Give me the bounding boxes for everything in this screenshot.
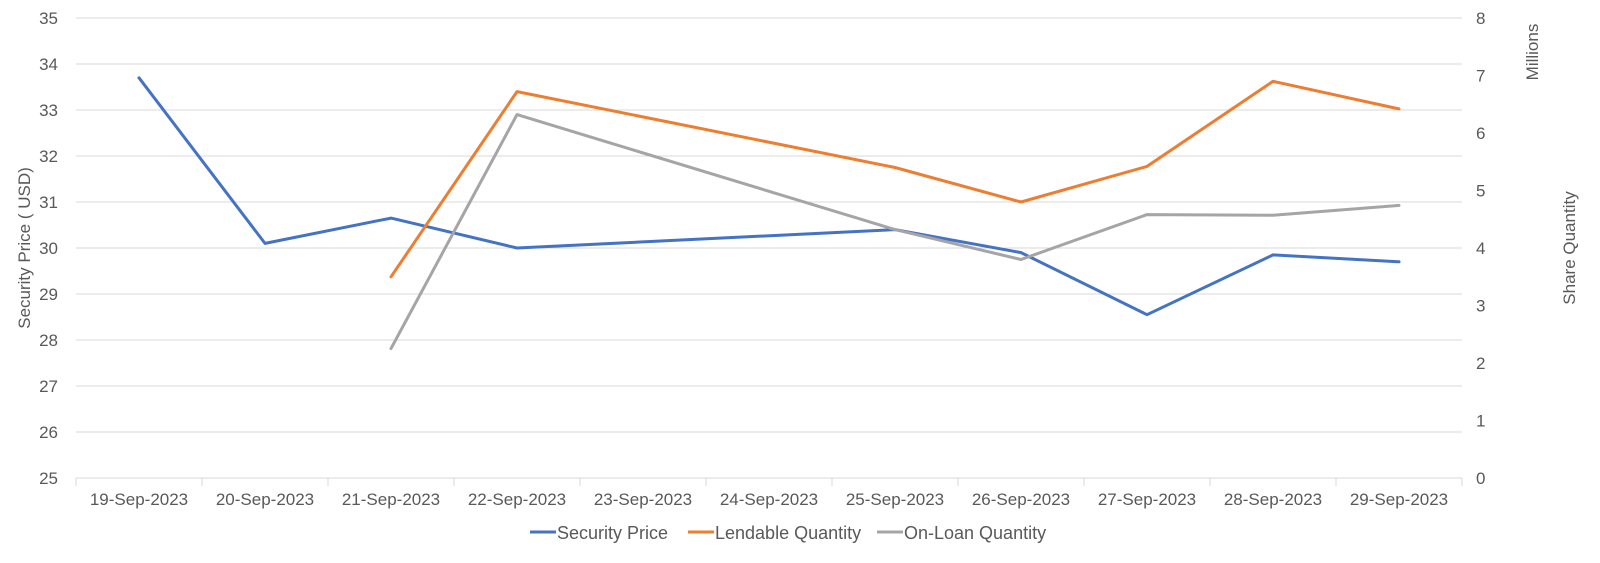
left-tick-label: 35 bbox=[39, 9, 58, 28]
x-tick-label: 27-Sep-2023 bbox=[1098, 490, 1196, 509]
left-tick-label: 25 bbox=[39, 469, 58, 488]
left-tick-label: 29 bbox=[39, 285, 58, 304]
x-tick-label: 26-Sep-2023 bbox=[972, 490, 1070, 509]
series-line-security-price bbox=[137, 76, 1401, 317]
right-tick-label: 3 bbox=[1476, 297, 1485, 316]
x-tick-label: 19-Sep-2023 bbox=[90, 490, 188, 509]
right-tick-label: 1 bbox=[1476, 412, 1485, 431]
right-tick-label: 5 bbox=[1476, 182, 1485, 201]
right-axis-title: Share Quantity bbox=[1560, 191, 1579, 305]
x-tick-label: 28-Sep-2023 bbox=[1224, 490, 1322, 509]
left-tick-label: 32 bbox=[39, 147, 58, 166]
series-lines bbox=[137, 76, 1401, 351]
left-tick-label: 33 bbox=[39, 101, 58, 120]
right-axis-ticks: 0 1 2 3 4 5 6 7 8 bbox=[1476, 9, 1485, 488]
left-tick-label: 26 bbox=[39, 423, 58, 442]
x-tick-label: 21-Sep-2023 bbox=[342, 490, 440, 509]
x-tick-label: 24-Sep-2023 bbox=[720, 490, 818, 509]
series-line-lendable-quantity bbox=[389, 79, 1401, 279]
legend: Security Price Lendable Quantity On-Loan Q… bbox=[530, 523, 1046, 543]
right-tick-label: 4 bbox=[1476, 239, 1485, 258]
left-axis-title: Security Price ( USD) bbox=[15, 167, 34, 329]
left-axis-ticks: 25 26 27 28 29 30 31 32 33 34 35 bbox=[39, 9, 58, 488]
left-tick-label: 28 bbox=[39, 331, 58, 350]
x-tick-label: 29-Sep-2023 bbox=[1350, 490, 1448, 509]
series-line-on-loan-quantity bbox=[389, 113, 1401, 351]
left-tick-label: 27 bbox=[39, 377, 58, 396]
right-tick-label: 6 bbox=[1476, 124, 1485, 143]
legend-label: Lendable Quantity bbox=[715, 523, 861, 543]
x-tick-label: 22-Sep-2023 bbox=[468, 490, 566, 509]
right-tick-label: 0 bbox=[1476, 469, 1485, 488]
left-tick-label: 34 bbox=[39, 55, 58, 74]
x-tick-label: 23-Sep-2023 bbox=[594, 490, 692, 509]
left-tick-label: 30 bbox=[39, 239, 58, 258]
gridlines bbox=[76, 17, 1462, 479]
x-tick-label: 25-Sep-2023 bbox=[846, 490, 944, 509]
legend-label: On-Loan Quantity bbox=[904, 523, 1046, 543]
right-tick-label: 7 bbox=[1476, 67, 1485, 86]
x-tick-label: 20-Sep-2023 bbox=[216, 490, 314, 509]
x-axis-ticks: 19-Sep-2023 20-Sep-2023 21-Sep-2023 22-Sep-… bbox=[75, 478, 1463, 509]
right-tick-label: 8 bbox=[1476, 9, 1485, 28]
legend-label: Security Price bbox=[557, 523, 668, 543]
left-tick-label: 31 bbox=[39, 193, 58, 212]
right-axis-unit-label: Millions bbox=[1523, 24, 1542, 81]
right-tick-label: 2 bbox=[1476, 354, 1485, 373]
